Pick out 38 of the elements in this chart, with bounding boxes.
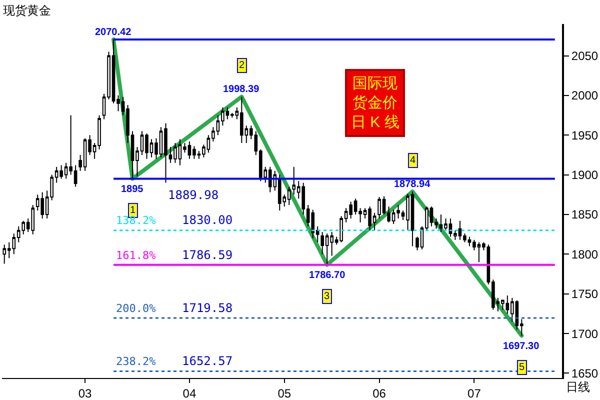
line-series <box>112 38 524 338</box>
text: 日线 <box>566 380 590 394</box>
ref-line-label: 1786.59 <box>182 248 233 262</box>
chart-title: 现货黄金 <box>3 3 51 18</box>
annotation: 1998.39 <box>223 84 260 95</box>
y-tick-label: 1700 <box>571 326 598 341</box>
annotation: 200.0% <box>116 302 156 315</box>
y-tick-label: 1950 <box>571 128 598 142</box>
y-tick-label: 2000 <box>571 88 598 103</box>
y-tick-label: 2050 <box>571 48 598 63</box>
x-tick-label: 07 <box>468 386 482 400</box>
x-tick-label: 03 <box>78 386 92 400</box>
annotation: 国际现货金价日 K 线 <box>351 75 400 131</box>
x-tick-label: 04 <box>182 386 196 400</box>
annotation: 1786.70 <box>309 270 346 281</box>
ref-line-label: 1652.57 <box>182 354 233 368</box>
annotation: 3 <box>324 291 330 302</box>
y-tick-label: 1900 <box>571 168 598 182</box>
y-tick-label: 1850 <box>571 208 598 222</box>
annotation: 1889.98 <box>168 188 219 202</box>
y-tick-label: 1650 <box>571 366 598 380</box>
annotation: 1878.94 <box>394 179 431 190</box>
annotation: 1 <box>130 205 136 216</box>
annotation: 2 <box>239 60 245 71</box>
ref-line-label: 1719.58 <box>182 301 233 315</box>
annotation: 2070.42 <box>95 27 132 38</box>
annotation: 4 <box>410 155 416 166</box>
annotation: 5 <box>519 362 525 373</box>
y-tick-label: 1800 <box>571 247 598 262</box>
annotation: 138.2% <box>116 214 156 227</box>
annotation: 1895 <box>121 184 144 195</box>
annotation: 161.8% <box>116 249 156 262</box>
x-tick-label: 05 <box>278 386 292 400</box>
annotation: 238.2% <box>116 355 156 368</box>
annotation: 1697.30 <box>503 341 540 352</box>
ref-line-label: 1830.00 <box>182 213 233 227</box>
x-tick-label: 06 <box>372 386 386 400</box>
y-tick-label: 1750 <box>571 287 598 302</box>
